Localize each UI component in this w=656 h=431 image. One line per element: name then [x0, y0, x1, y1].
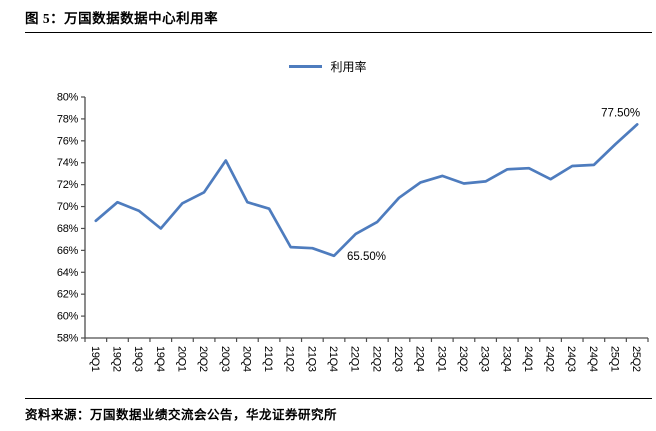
data-point-label: 77.50% [601, 107, 640, 119]
chart-area: 80% 78% 76% 74% 72% 70% 68% 66% 64% 62% 60% 58% 19Q1… [0, 78, 656, 401]
x-axis-tick-label: 22Q2 [370, 346, 382, 372]
data-point-label: 65.50% [347, 251, 386, 263]
y-axis-tick-label: 72% [57, 179, 79, 191]
x-axis-tick-label: 19Q4 [154, 346, 166, 372]
y-axis-tick-label: 60% [57, 311, 79, 323]
x-axis-tick-label: 25Q1 [609, 346, 621, 372]
source-note: 资料来源：万国数据业绩交流会公告，华龙证券研究所 [25, 408, 338, 422]
utilization-series-line [94, 123, 639, 258]
x-axis-tick-label: 23Q2 [457, 346, 469, 372]
footer-divider [25, 398, 652, 399]
x-axis-tick-label: 20Q4 [240, 346, 252, 372]
y-axis-tick-label: 68% [57, 223, 79, 235]
y-axis-tick-label: 64% [57, 267, 79, 279]
y-axis-tick-label: 58% [57, 333, 79, 345]
x-axis-tick-label: 21Q2 [284, 346, 296, 372]
y-axis-tick-label: 76% [57, 135, 79, 147]
y-axis-tick-label: 66% [57, 245, 79, 257]
figure-title: 图 5：万国数据数据中心利用率 [25, 11, 219, 26]
x-axis-tick-label: 19Q3 [132, 346, 144, 372]
x-axis-tick-label: 20Q1 [175, 346, 187, 372]
x-axis-tick-label: 24Q1 [522, 346, 534, 372]
legend-label: 利用率 [330, 60, 367, 74]
x-axis-tick-label: 24Q3 [565, 346, 577, 372]
x-axis-tick-label: 19Q1 [89, 346, 101, 372]
y-axis-tick-label: 80% [57, 92, 79, 104]
y-axis-tick-label: 78% [57, 113, 79, 125]
x-axis-tick-label: 21Q3 [305, 346, 317, 372]
x-axis-tick-label: 25Q2 [630, 346, 642, 372]
x-axis-tick-label: 23Q3 [479, 346, 491, 372]
y-axis-tick-label: 70% [57, 201, 79, 213]
x-axis-tick-label: 21Q1 [262, 346, 274, 372]
x-axis-tick-label: 23Q4 [500, 346, 512, 372]
y-axis-tick-label: 62% [57, 289, 79, 301]
x-axis-tick-label: 19Q2 [110, 346, 122, 372]
x-axis-tick-label: 23Q1 [435, 346, 447, 372]
x-axis-tick-label: 21Q4 [327, 346, 339, 372]
x-axis-tick-label: 22Q1 [349, 346, 361, 372]
x-axis-tick-label: 24Q4 [587, 346, 599, 372]
x-axis-tick-label: 22Q3 [392, 346, 404, 372]
x-axis-tick-label: 24Q2 [544, 346, 556, 372]
x-axis-tick-label: 20Q2 [197, 346, 209, 372]
legend-line-marker [289, 65, 323, 68]
x-axis-tick-label: 22Q4 [414, 346, 426, 372]
title-divider [25, 32, 652, 33]
chart-legend: 利用率 [0, 58, 656, 75]
x-axis-tick-label: 20Q3 [219, 346, 231, 372]
y-axis-tick-label: 74% [57, 157, 79, 169]
utilization-line-chart: 80% 78% 76% 74% 72% 70% 68% 66% 64% 62% 60% 58% 19Q1… [57, 92, 649, 372]
